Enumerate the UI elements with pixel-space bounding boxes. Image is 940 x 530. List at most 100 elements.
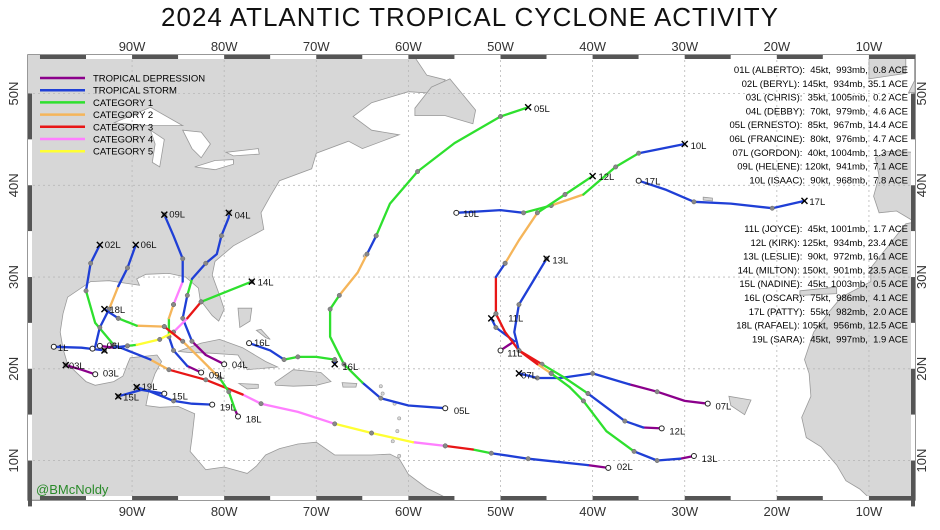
- lat-tick-label-left: 10N: [6, 449, 21, 473]
- storm-id-label: 02L: [617, 462, 633, 473]
- landmass: [237, 307, 253, 329]
- track-end-marker: [132, 241, 140, 249]
- track-point: [157, 336, 163, 342]
- track-segment-c2: [536, 363, 553, 375]
- track-origin-marker: [50, 343, 57, 350]
- track-segment-ts: [586, 392, 645, 429]
- lon-tick-label-bottom: 60W: [395, 504, 422, 519]
- track-origin-marker: [96, 342, 103, 349]
- frame-tick-top: [730, 55, 777, 59]
- storm-id-label: 17L: [809, 197, 825, 208]
- storm-id-label: 10L: [691, 141, 707, 152]
- frame-tick-bottom: [316, 496, 363, 500]
- track-point: [189, 338, 195, 344]
- island: [390, 439, 395, 444]
- track-point: [636, 150, 642, 156]
- frame-tick-top: [132, 55, 179, 59]
- lon-tick-label-top: 50W: [487, 39, 514, 54]
- landmass: [414, 78, 477, 125]
- storm-stats-table-a: 01L (ALBERTO): 45kt, 993mb, 0.8 ACE 02L (…: [729, 65, 908, 186]
- frame-tick-bottom: [776, 496, 823, 500]
- storm-id-label: 04L: [235, 211, 251, 222]
- track-point: [281, 357, 287, 363]
- track-point: [161, 324, 167, 330]
- frame-tick-bottom: [500, 496, 547, 500]
- frame-tick-bottom: [270, 496, 317, 500]
- frame-tick-left: [28, 231, 32, 278]
- track-point: [521, 210, 526, 216]
- lat-tick-label-left: 50N: [6, 82, 21, 106]
- lon-tick-label-top: 40W: [579, 39, 606, 54]
- storm-stat-row: 09L (HELENE): 120kt, 941mb, 7.1 ACE: [737, 162, 908, 173]
- storm-stat-row: 06L (FRANCINE): 80kt, 976mb, 4.7 ACE: [729, 134, 908, 145]
- axis-labels: 90W 90W 80W 80W 70W 70W 60W 60W 50W 50W 40W 40W 30W 3…: [6, 39, 929, 519]
- track-end-marker: [524, 103, 532, 111]
- track-point: [516, 347, 522, 353]
- landmass: [274, 369, 332, 387]
- storm-stat-row: 19L (SARA): 45kt, 997mb, 1.9 ACE: [752, 334, 908, 345]
- track-segment-ts: [190, 211, 230, 281]
- frame-tick-right: [911, 139, 915, 186]
- frame-tick-top: [362, 55, 409, 59]
- track-segment-c1: [117, 317, 138, 327]
- track-point: [769, 205, 775, 211]
- lon-tick-label-top: 90W: [119, 39, 146, 54]
- storm-stat-row: 04L (DEBBY): 70kt, 979mb, 4.6 ACE: [746, 106, 908, 117]
- track-segment-c1: [84, 289, 115, 347]
- storm-track-02L: [83, 241, 612, 471]
- storm-stats-table-b: 11L (JOYCE): 45kt, 1001mb, 1.7 ACE 12L (K…: [736, 224, 908, 345]
- island: [397, 416, 402, 421]
- storm-id-label: 10L: [463, 209, 479, 220]
- track-point: [198, 299, 204, 305]
- storm-id-label: 1L: [58, 343, 69, 354]
- great-lake: [224, 148, 260, 157]
- storm-stat-row: 03L (CHRIS): 35kt, 1005mb, 0.2 ACE: [746, 93, 908, 104]
- track-end-marker: [331, 360, 339, 368]
- storm-id-label: 03L: [69, 361, 85, 372]
- track-point: [493, 311, 499, 317]
- landmass: [728, 395, 752, 416]
- lon-tick-label-top: 80W: [211, 39, 238, 54]
- landmass: [801, 221, 915, 500]
- lon-tick-label-top: 60W: [395, 39, 422, 54]
- track-point: [654, 458, 660, 463]
- storm-track-04L: [180, 209, 233, 368]
- landmass: [873, 150, 915, 223]
- storm-id-label: 16L: [254, 338, 270, 349]
- frame-tick-top: [178, 55, 225, 59]
- track-point: [115, 315, 121, 321]
- track-point: [378, 395, 384, 401]
- island: [378, 384, 383, 389]
- storm-id-label: 03L: [103, 368, 119, 379]
- great-lake: [149, 129, 165, 168]
- lat-lon-grid: [28, 55, 915, 500]
- track-point: [226, 389, 232, 395]
- lat-tick-label-left: 20N: [6, 357, 21, 381]
- frame-tick-left: [28, 185, 32, 232]
- storm-track-07L: [515, 369, 711, 407]
- track-segment-c1: [200, 280, 253, 303]
- legend-label: CATEGORY 2: [93, 110, 153, 121]
- frame-tick-right: [911, 322, 915, 369]
- storm-track-19L: [133, 383, 216, 408]
- track-point: [493, 325, 499, 330]
- storm-stat-row: 14L (MILTON): 150kt, 901mb, 23.5 ACE: [738, 265, 908, 276]
- landmass: [914, 104, 915, 153]
- track-segment-c3: [163, 325, 184, 343]
- frame-tick-bottom: [178, 496, 225, 500]
- track-origin-marker: [235, 413, 242, 420]
- storm-id-label: 12L: [598, 172, 614, 183]
- track-point: [295, 354, 301, 360]
- frame-tick-bottom: [132, 496, 179, 500]
- storm-id-label: 15L: [123, 392, 139, 403]
- lon-tick-label-top: 20W: [763, 39, 790, 54]
- storm-id-label: 18L: [109, 305, 125, 316]
- frame-tick-bottom: [822, 496, 869, 500]
- track-point: [488, 450, 494, 456]
- storm-id-label: 11L: [508, 313, 523, 324]
- track-segment-ts: [163, 213, 184, 283]
- frame-tick-right: [911, 414, 915, 461]
- track-segment-td: [586, 463, 610, 470]
- storm-track-16L: [246, 340, 339, 368]
- track-segment-c1: [471, 448, 493, 455]
